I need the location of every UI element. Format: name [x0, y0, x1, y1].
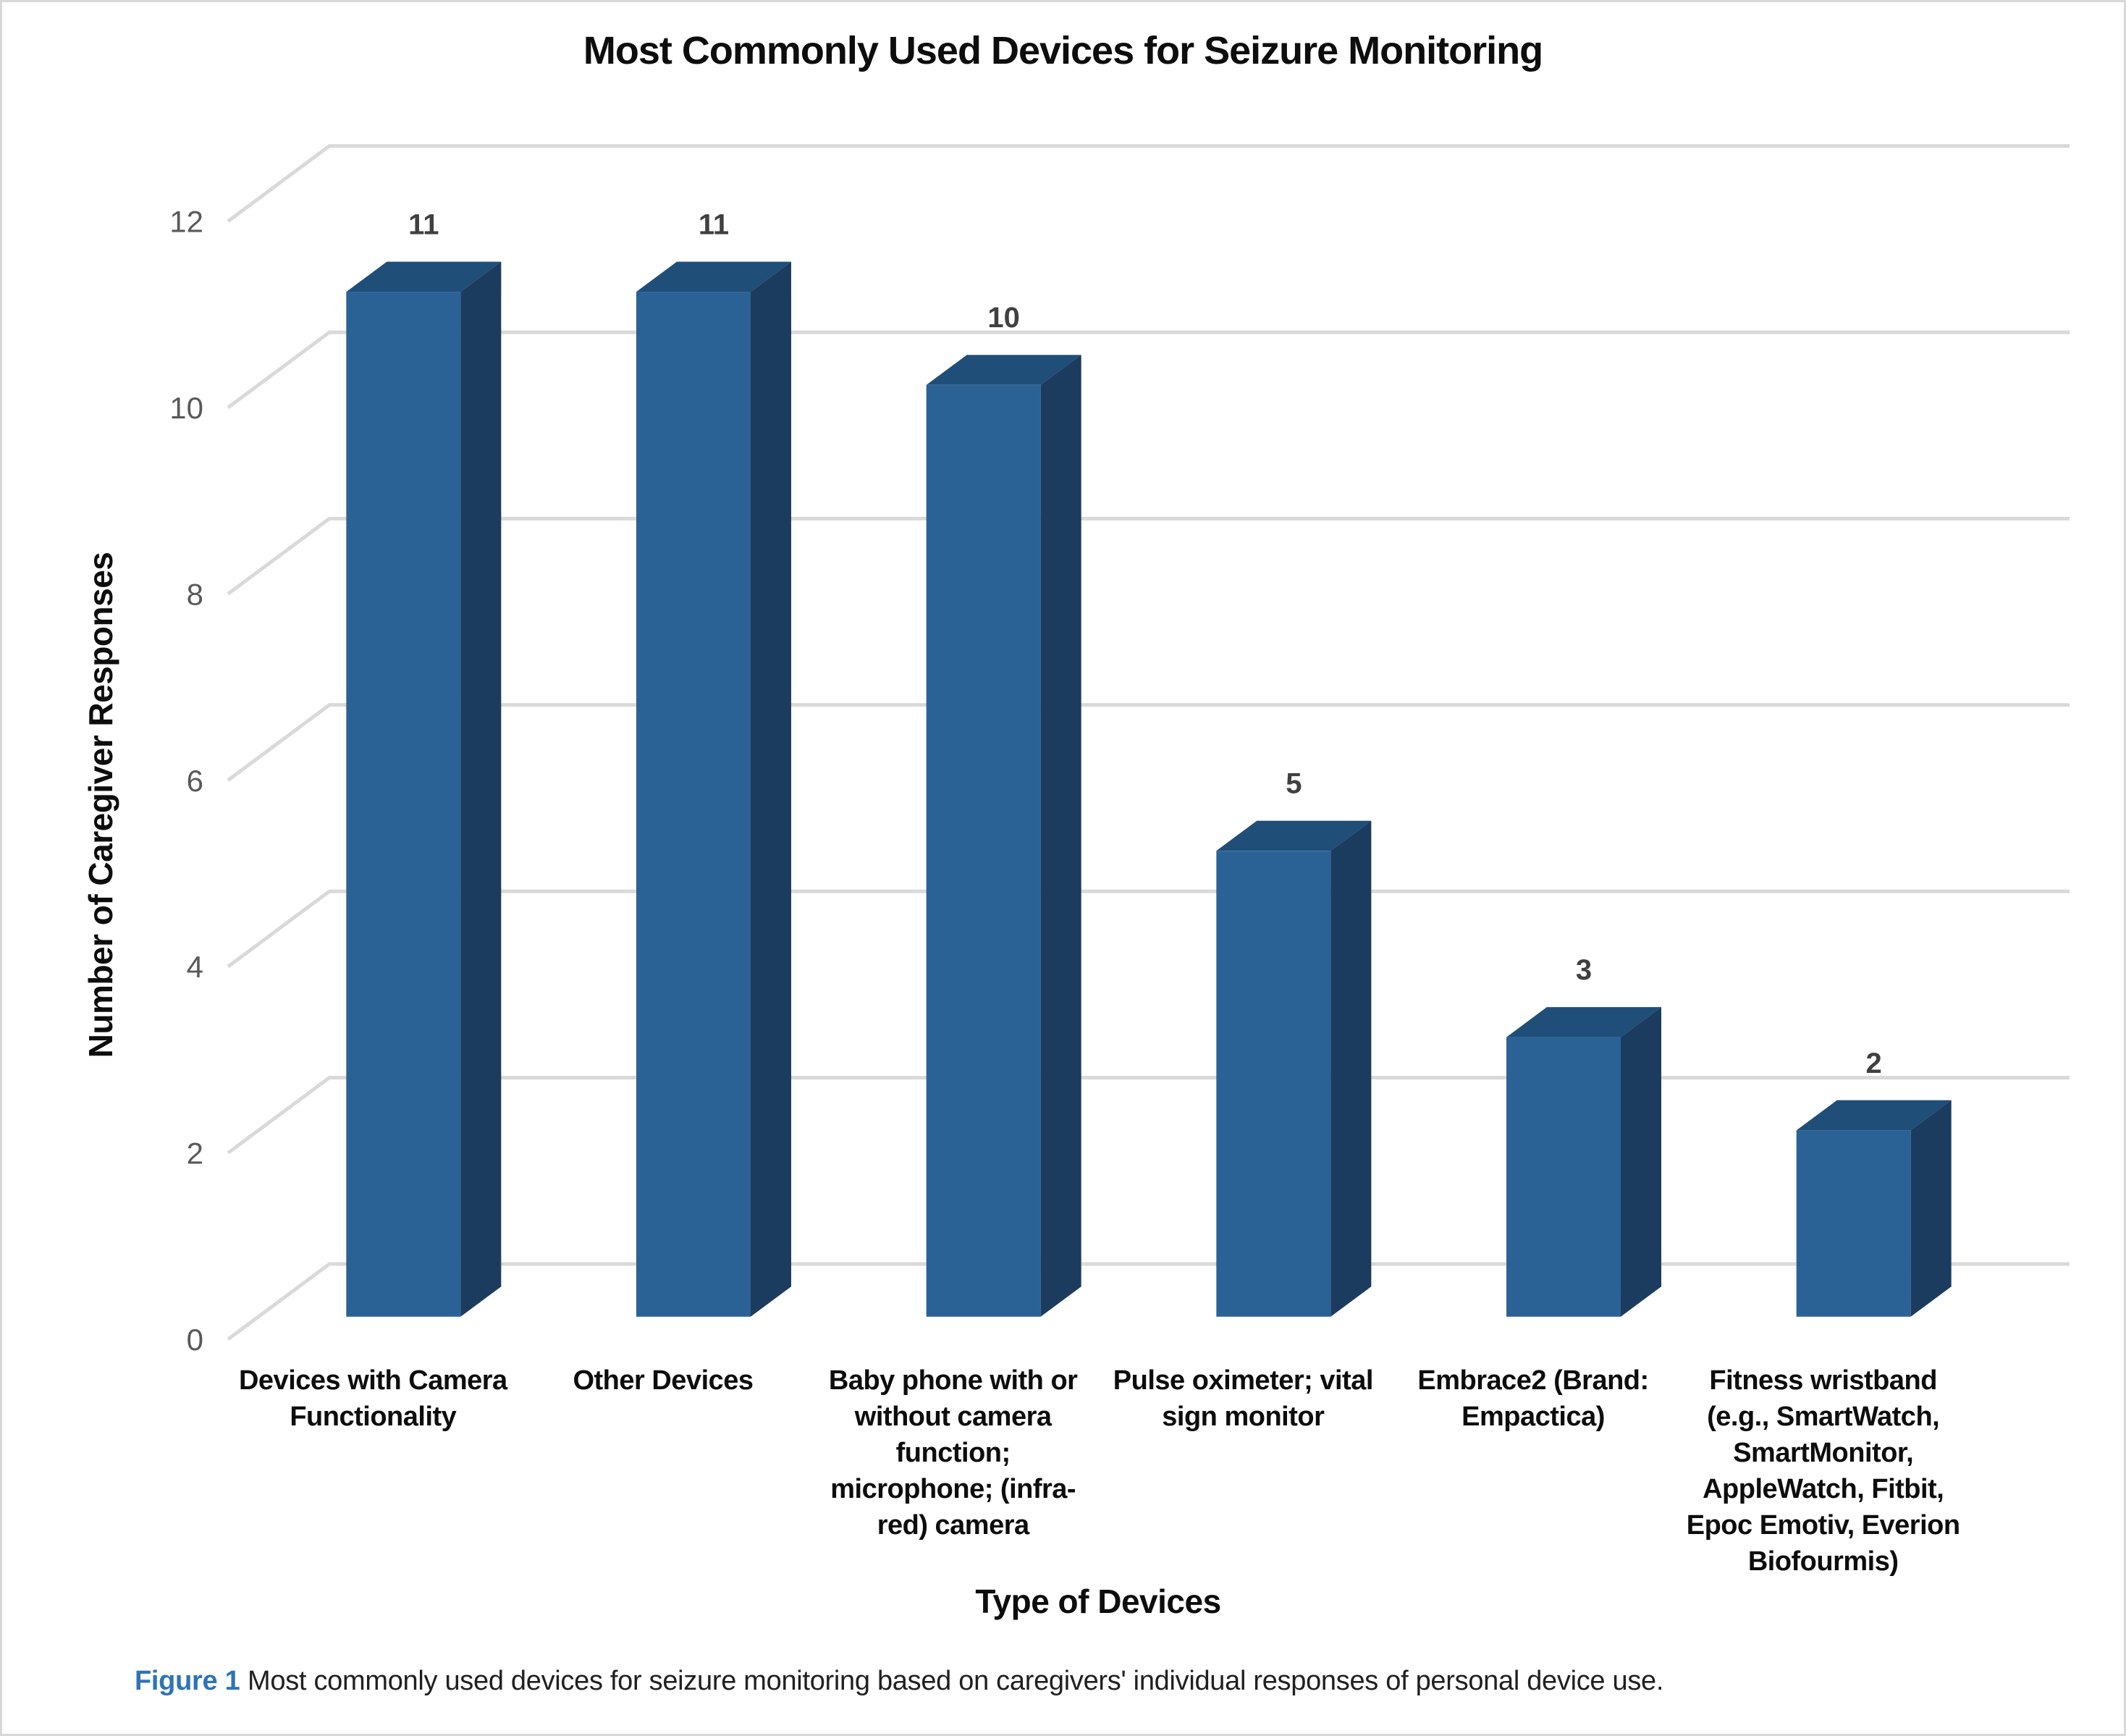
x-category-label-5-line-4: Epoc Emotiv, Everion	[1687, 1510, 1960, 1541]
gridline-y-12	[227, 144, 2070, 223]
x-category-label-4-line-1: Empactica)	[1461, 1402, 1605, 1432]
x-category-label-5-line-5: Biofourmis)	[1748, 1546, 1899, 1577]
y-tick-label-12: 12	[169, 205, 203, 239]
x-axis-title: Type of Devices	[975, 1583, 1221, 1620]
bar-1-side-face	[751, 261, 792, 1317]
bar-4-side-face	[1621, 1007, 1662, 1317]
figure-caption: Figure 1 Most commonly used devices for s…	[135, 1666, 1663, 1697]
bar-5-data-label: 2	[1866, 1048, 1882, 1079]
bar-1-data-label: 11	[699, 209, 729, 241]
x-category-label-4-line-0: Embrace2 (Brand:	[1417, 1365, 1648, 1396]
y-tick-label-10: 10	[169, 391, 203, 425]
bar-3-top-face	[1216, 820, 1372, 851]
x-category-label-2-line-1: without camera	[854, 1402, 1053, 1432]
bar-3-side-face	[1330, 820, 1372, 1317]
bar-5-side-face	[1910, 1100, 1952, 1317]
bar-5-front-face	[1796, 1130, 1911, 1317]
y-tick-label-2: 2	[187, 1137, 203, 1171]
x-category-label-5-line-2: SmartMonitor,	[1733, 1438, 1913, 1468]
bar-3-data-label: 5	[1286, 768, 1302, 800]
x-category-label-2-line-3: microphone; (infra-	[830, 1474, 1076, 1504]
y-tick-label-4: 4	[187, 950, 203, 984]
x-category-label-5-line-0: Fitness wristband	[1709, 1365, 1937, 1396]
x-category-label-5-line-1: (e.g., SmartWatch,	[1707, 1402, 1939, 1432]
gridline-y-2	[227, 1076, 2070, 1155]
x-category-label-3-line-1: sign monitor	[1162, 1402, 1325, 1432]
x-category-label-2-line-4: red) camera	[877, 1510, 1030, 1541]
figure-caption-label: Figure 1	[135, 1666, 240, 1696]
x-category-label-5-line-3: AppleWatch, Fitbit,	[1703, 1474, 1944, 1504]
bar-0-side-face	[460, 261, 502, 1317]
bar-4-top-face	[1506, 1007, 1662, 1037]
bar-2-side-face	[1040, 355, 1081, 1317]
y-tick-label-0: 0	[187, 1323, 203, 1357]
bar-4-front-face	[1506, 1037, 1621, 1317]
bar-2-data-label: 10	[987, 302, 1020, 334]
x-category-label-0-line-0: Devices with Camera	[239, 1365, 508, 1396]
bar-0-top-face	[346, 261, 502, 292]
x-category-label-0-line-1: Functionality	[290, 1402, 456, 1432]
figure-caption-text: Most commonly used devices for seizure m…	[248, 1666, 1664, 1696]
bar-4-data-label: 3	[1576, 954, 1592, 986]
bar-3-front-face	[1216, 851, 1331, 1317]
x-category-label-2-line-2: function;	[896, 1438, 1011, 1468]
x-category-label-2-line-0: Baby phone with or	[829, 1365, 1078, 1396]
y-tick-label-6: 6	[187, 764, 203, 798]
y-tick-label-8: 8	[187, 577, 203, 611]
chart-title: Most Commonly Used Devices for Seizure M…	[583, 29, 1543, 72]
bar-2-front-face	[926, 384, 1041, 1317]
y-axis-title: Number of Caregiver Responses	[82, 552, 119, 1058]
bar-0-data-label: 11	[408, 209, 439, 241]
gridline-y-6	[227, 703, 2070, 782]
bar-1-top-face	[636, 261, 792, 292]
bar-0-front-face	[346, 292, 461, 1317]
bar-1-front-face	[636, 292, 751, 1317]
gridline-y-0	[227, 1262, 2070, 1341]
bar-5-top-face	[1796, 1100, 1952, 1131]
gridline-y-10	[227, 330, 2070, 410]
gridline-y-8	[227, 516, 2070, 596]
bar-2-top-face	[926, 355, 1081, 385]
gridline-y-4	[227, 889, 2070, 969]
x-category-label-3-line-0: Pulse oximeter; vital	[1113, 1365, 1373, 1396]
x-category-label-1-line-0: Other Devices	[573, 1365, 753, 1396]
